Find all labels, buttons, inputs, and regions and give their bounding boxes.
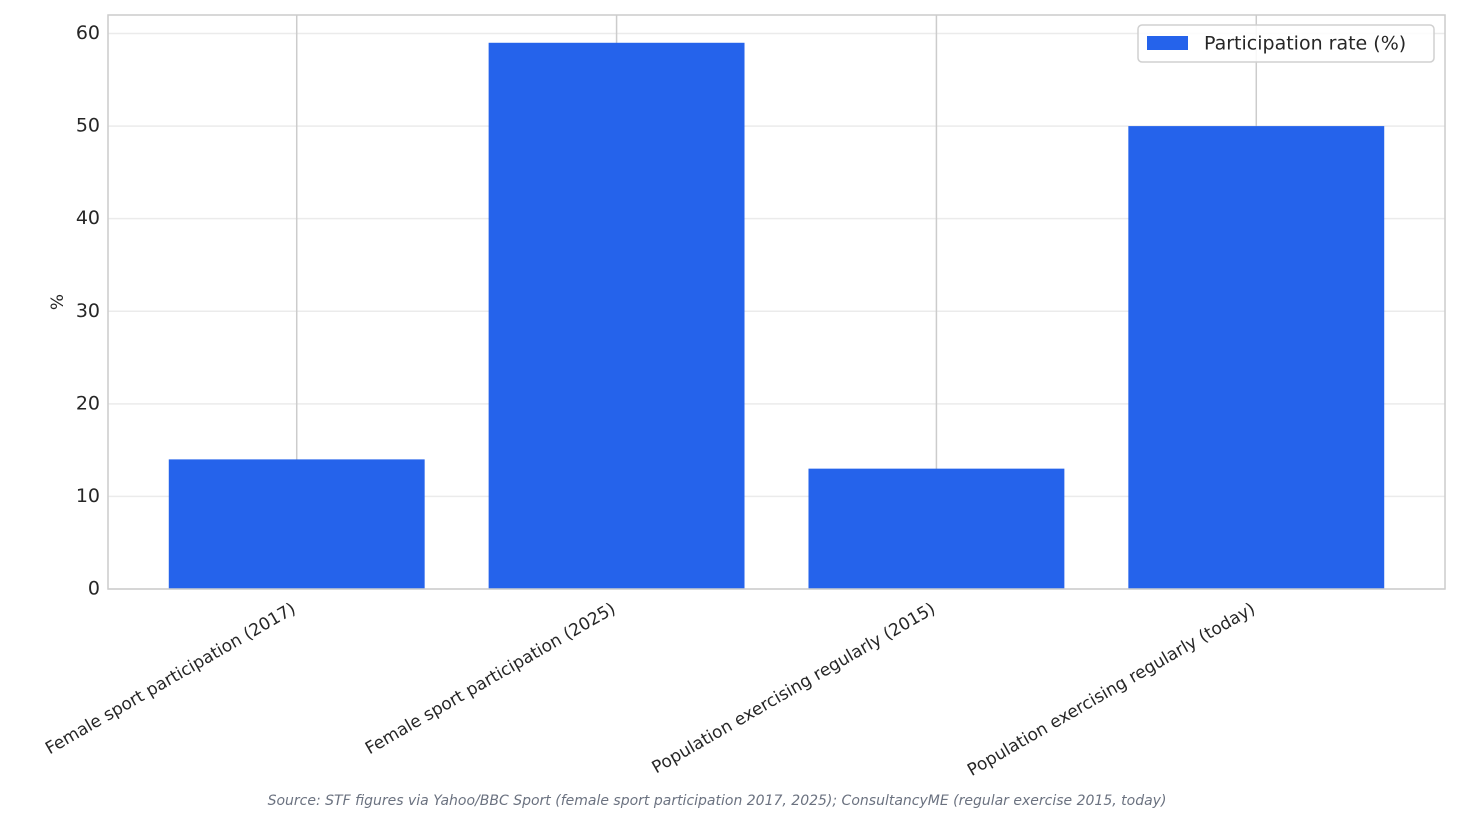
x-tick-label: Female sport participation (2017) xyxy=(42,599,299,759)
bar xyxy=(488,42,745,590)
y-tick-label: 30 xyxy=(76,300,100,322)
bar xyxy=(808,468,1065,589)
legend-box xyxy=(1137,24,1435,63)
y-tick-label: 50 xyxy=(76,115,100,137)
bar xyxy=(1128,126,1385,589)
x-tick-label: Population exercising regularly (today) xyxy=(964,599,1259,781)
bar xyxy=(168,459,425,589)
y-tick-label: 20 xyxy=(76,392,100,414)
y-tick-label: 10 xyxy=(76,485,100,507)
y-tick-label: 40 xyxy=(76,207,100,229)
plot-frame xyxy=(107,14,1446,590)
x-tick-label: Population exercising regularly (2015) xyxy=(649,599,939,778)
y-tick-label: 60 xyxy=(76,22,100,44)
legend-label: Participation rate (%) xyxy=(1204,33,1406,55)
y-axis-label: % xyxy=(48,294,68,310)
x-tick-label: Female sport participation (2025) xyxy=(362,599,619,759)
source-note: Source: STF figures via Yahoo/BBC Sport … xyxy=(268,793,1167,809)
y-tick-label: 0 xyxy=(88,578,100,600)
legend-swatch xyxy=(1147,36,1188,50)
